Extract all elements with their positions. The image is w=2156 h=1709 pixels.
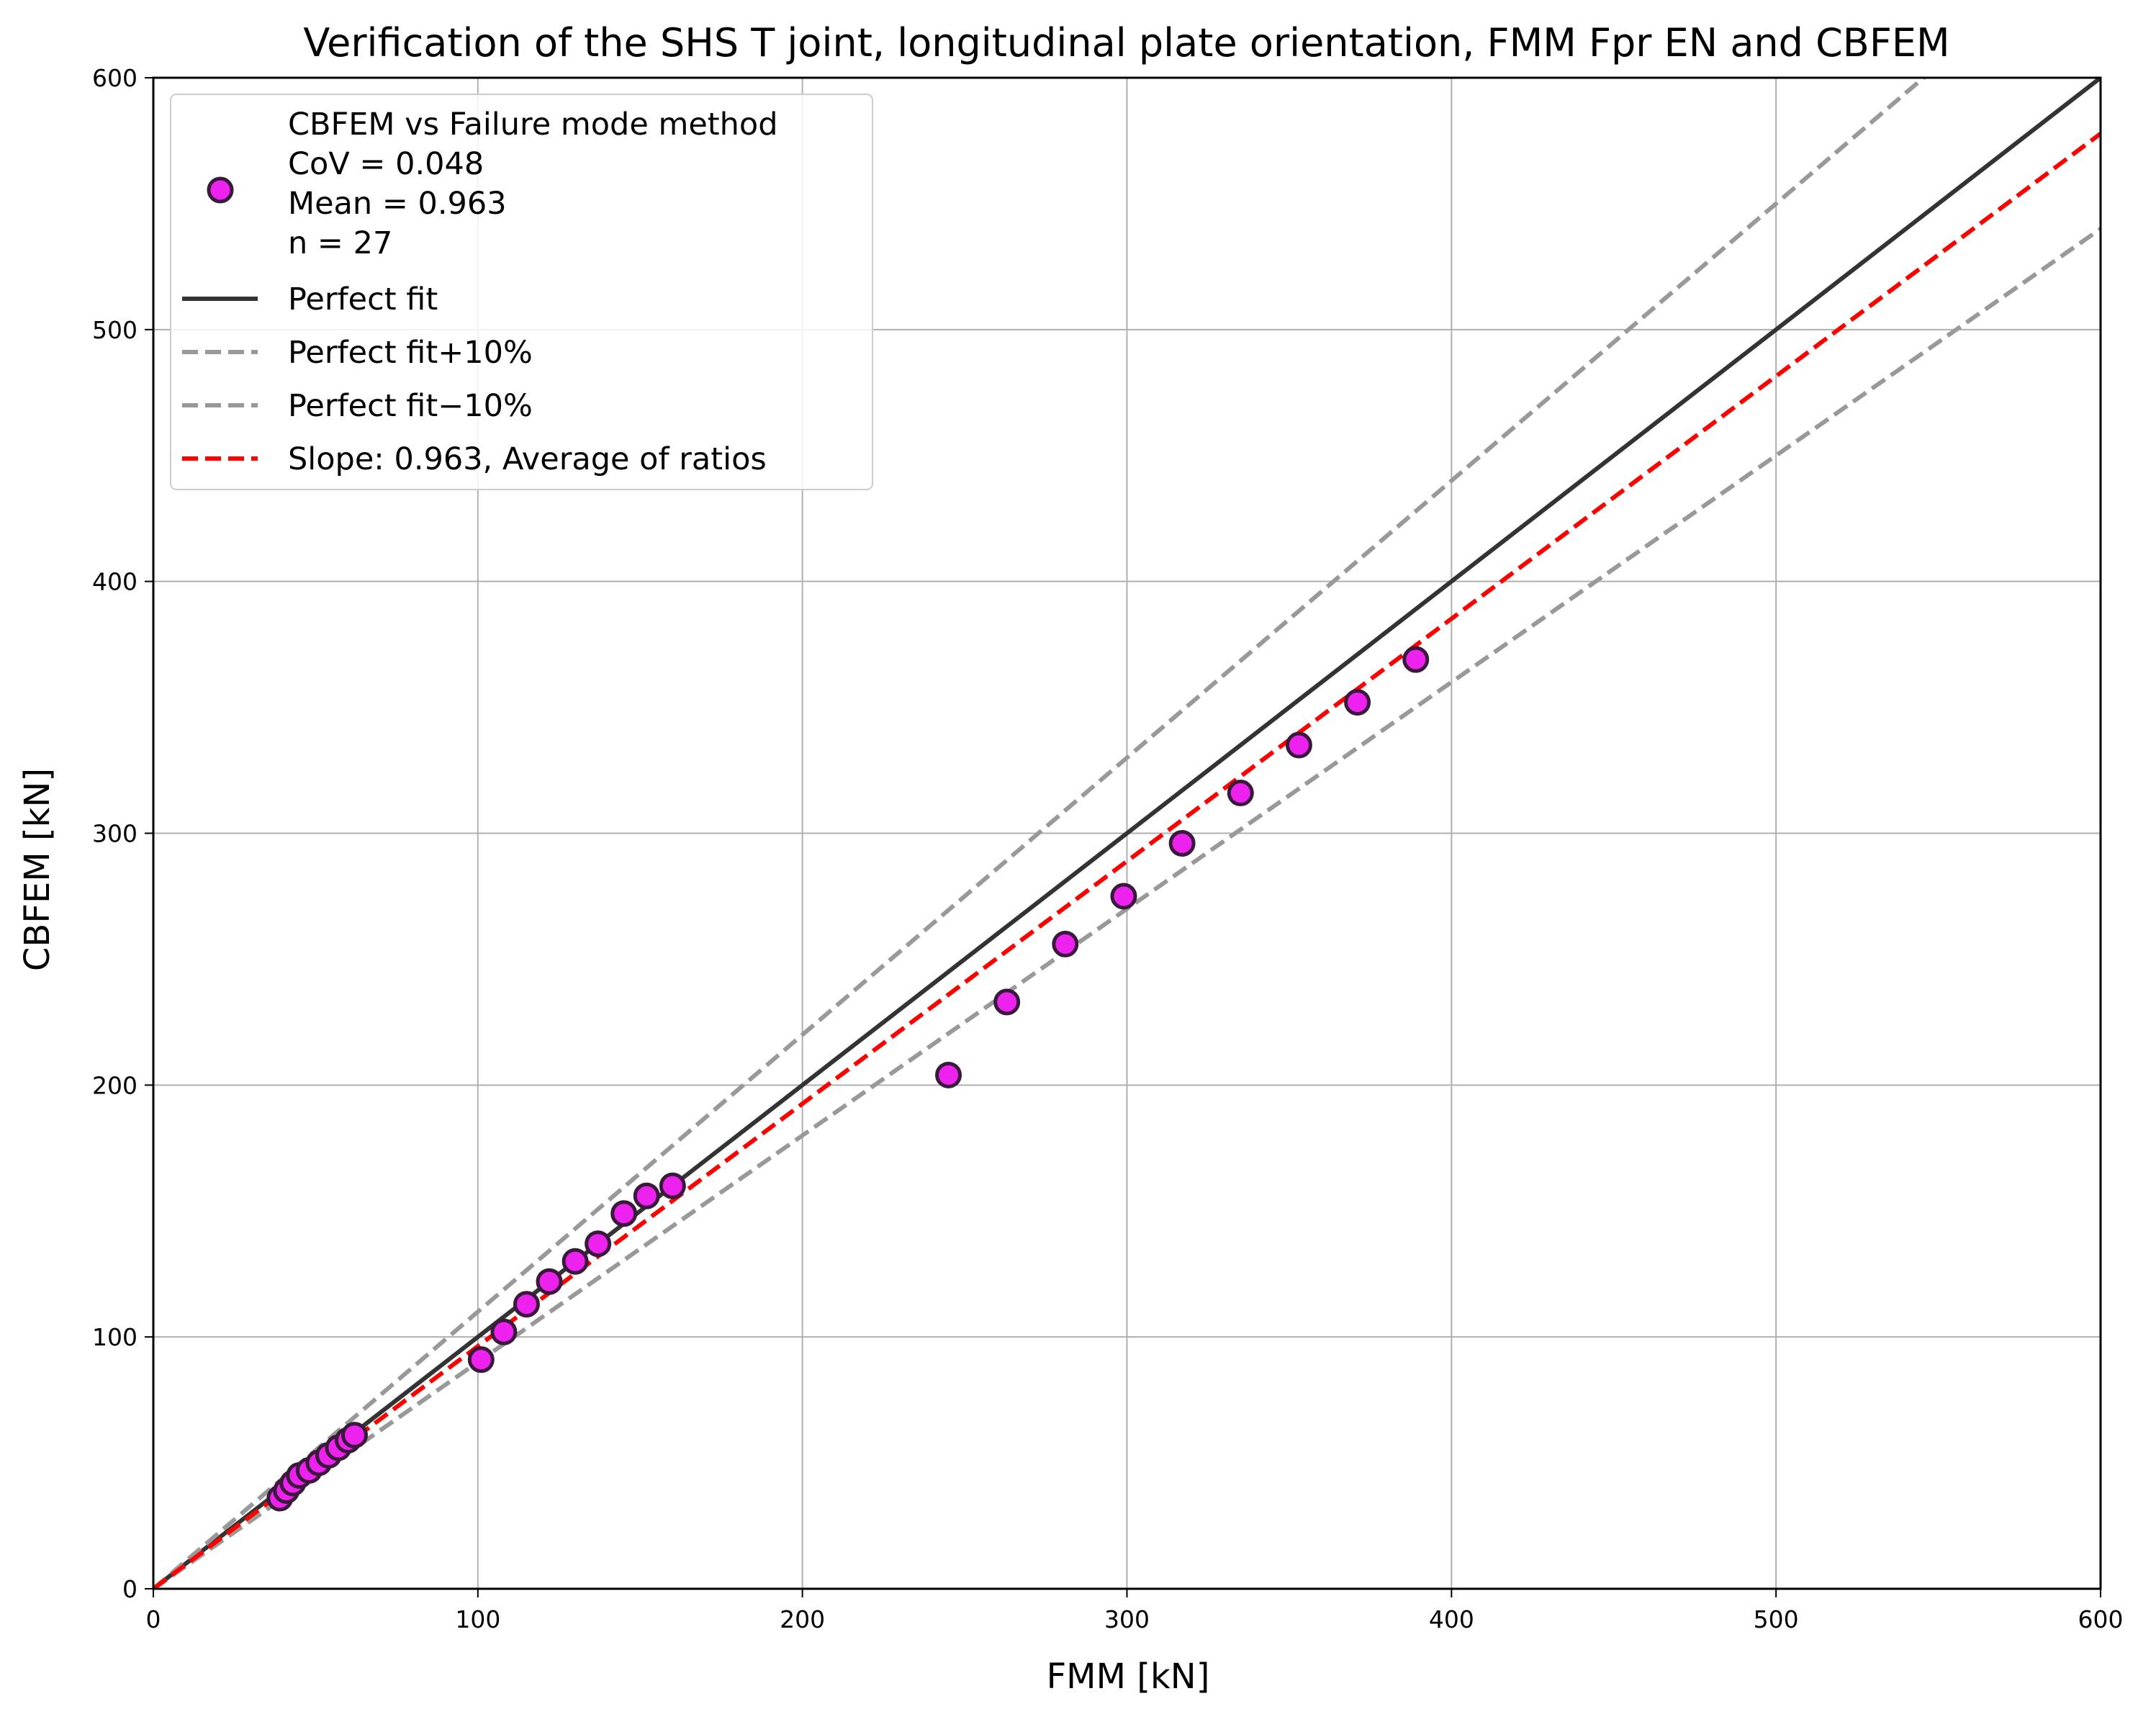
legend-label-scatter: n = 27 [288,225,392,261]
legend-label: Perfect fit [288,281,438,317]
x-tick-label: 100 [455,1605,500,1633]
x-tick-label: 600 [2078,1605,2124,1633]
fit-line-perfect-fit [153,78,2101,1589]
chart-title: Verification of the SHS T joint, longitu… [303,20,1949,66]
data-point [1052,930,1079,957]
x-tick-label: 0 [146,1605,161,1633]
legend-label: Perfect fit+10% [288,335,533,371]
data-point [1227,780,1254,807]
x-tick-label: 400 [1429,1605,1474,1633]
legend-label: Slope: 0.963, Average of ratios [288,441,767,477]
x-tick-label: 500 [1754,1605,1799,1633]
x-axis-label: FMM [kN] [1047,1656,1210,1697]
legend-label: Perfect fit−10% [288,388,533,424]
data-point [633,1182,660,1209]
legend-marker-scatter [207,176,234,204]
legend-label-scatter: CBFEM vs Failure mode method [288,107,778,143]
data-points [266,646,1430,1512]
y-tick-label: 200 [92,1071,137,1099]
data-point [993,988,1021,1016]
fit-line-perfect-fit-10- [153,78,1927,1589]
data-point [513,1291,540,1318]
fit-line-slope-0-963-average-of-ratios [153,132,2101,1589]
x-tick-label: 200 [780,1605,825,1633]
legend-label-scatter: CoV = 0.048 [288,146,484,182]
data-point [610,1200,638,1227]
y-axis-label: CBFEM [kN] [17,768,58,971]
data-point [536,1268,563,1295]
y-tick-label: 300 [92,820,137,848]
data-point [935,1061,962,1088]
data-point [1285,731,1312,759]
x-tick-label: 300 [1104,1605,1150,1633]
data-point [585,1230,612,1258]
data-point [1402,646,1430,673]
data-point [659,1172,686,1199]
data-point [467,1346,495,1374]
data-point [490,1318,518,1345]
y-tick-label: 100 [92,1323,137,1351]
data-point [561,1248,589,1275]
data-point [1168,829,1196,857]
legend-box [170,94,873,490]
axis-ticks: 0 100 200 300 400 500 600 0 100 200 300 400 500 600 [92,64,2124,1633]
y-tick-label: 500 [92,316,137,344]
data-point [341,1422,369,1449]
data-point [1344,689,1371,716]
legend-label-scatter: Mean = 0.963 [288,186,507,222]
y-tick-label: 400 [92,568,137,596]
data-point [1110,883,1137,910]
y-tick-label: 0 [122,1575,137,1603]
y-tick-label: 600 [92,64,137,92]
